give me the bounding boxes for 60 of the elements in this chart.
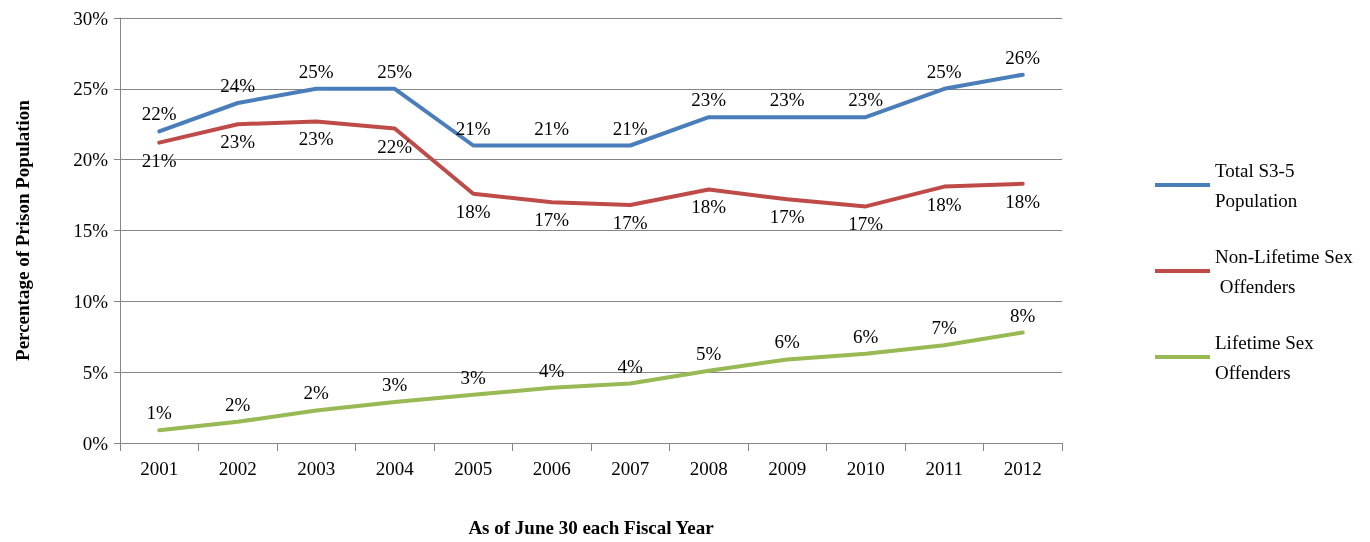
x-tick-label: 2012 xyxy=(1003,458,1042,479)
data-label: 8% xyxy=(1010,304,1036,326)
x-tick-label: 2005 xyxy=(454,458,493,479)
x-tick-label: 2006 xyxy=(532,458,571,479)
data-label: 3% xyxy=(382,373,408,395)
x-tick-label: 2009 xyxy=(768,458,807,479)
data-label: 6% xyxy=(853,325,879,347)
data-label: 2% xyxy=(303,382,330,404)
y-tick-label: 20% xyxy=(73,149,109,171)
data-label: 17% xyxy=(534,209,570,231)
data-label: 23% xyxy=(769,89,805,111)
x-tick-label: 2011 xyxy=(925,458,963,479)
data-label: 2% xyxy=(225,393,251,415)
data-label: 23% xyxy=(848,89,884,111)
y-tick-label: 10% xyxy=(73,290,109,312)
legend-label: Total S3-5 Population xyxy=(1215,159,1300,211)
y-tick-label: 25% xyxy=(73,78,109,100)
data-label: 24% xyxy=(220,75,256,96)
legend-label: Non-Lifetime Sex Offenders xyxy=(1215,245,1354,297)
data-label: 25% xyxy=(926,60,962,82)
data-label: 21% xyxy=(455,117,491,139)
data-label: 21% xyxy=(612,117,648,139)
data-label: 18% xyxy=(926,193,962,215)
data-label: 17% xyxy=(769,206,805,228)
data-label: 17% xyxy=(848,213,884,235)
x-tick-label: 2001 xyxy=(140,458,179,479)
data-label: 3% xyxy=(460,366,487,388)
data-label: 23% xyxy=(220,131,256,153)
data-label: 7% xyxy=(931,317,958,339)
x-tick-label: 2004 xyxy=(375,458,415,479)
data-label: 21% xyxy=(534,117,570,139)
data-label: 6% xyxy=(774,331,801,353)
data-label: 23% xyxy=(298,128,334,150)
x-tick-label: 2007 xyxy=(611,458,650,479)
y-tick-label: 30% xyxy=(73,7,109,29)
data-label: 25% xyxy=(377,60,413,82)
data-label: 4% xyxy=(539,359,565,381)
data-label: 22% xyxy=(377,135,413,157)
x-tick-label: 2003 xyxy=(297,458,336,479)
x-tick-label: 2008 xyxy=(689,458,728,479)
y-tick-label: 0% xyxy=(82,432,109,454)
data-label: 18% xyxy=(455,200,491,222)
data-label: 25% xyxy=(298,60,334,82)
x-axis-title: As of June 30 each Fiscal Year xyxy=(468,517,715,538)
y-tick-label: 15% xyxy=(73,220,109,241)
data-label: 1% xyxy=(146,402,173,424)
x-tick-label: 2002 xyxy=(218,458,257,479)
legend-label: Lifetime Sex Offenders xyxy=(1215,331,1319,383)
data-label: 21% xyxy=(141,149,177,171)
y-axis-title: Percentage of Prison Population xyxy=(12,99,33,361)
data-label: 23% xyxy=(691,89,727,111)
data-label: 22% xyxy=(141,103,177,125)
data-label: 17% xyxy=(612,212,648,233)
data-label: 5% xyxy=(696,342,722,364)
y-tick-label: 5% xyxy=(82,361,109,383)
data-label: 18% xyxy=(691,196,727,218)
x-tick-label: 2010 xyxy=(846,458,885,479)
data-label: 26% xyxy=(1005,46,1041,68)
data-label: 4% xyxy=(617,355,644,377)
data-label: 18% xyxy=(1005,190,1041,212)
